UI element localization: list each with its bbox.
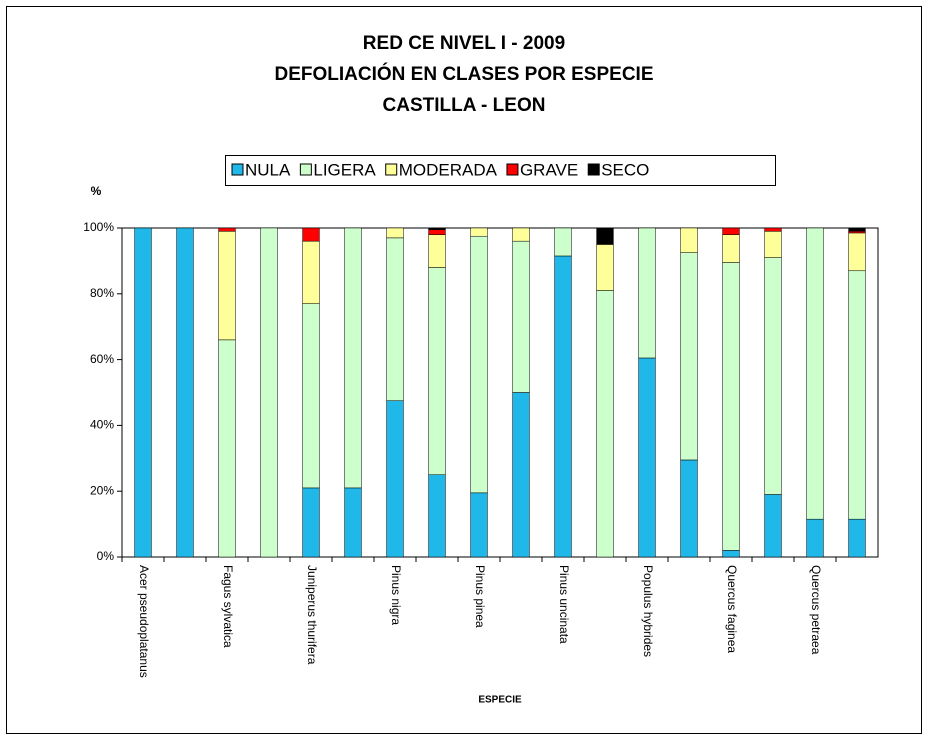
legend-swatch xyxy=(299,163,312,176)
bar-segment xyxy=(764,227,782,232)
legend-label: NULA xyxy=(245,160,291,179)
bar-segment xyxy=(848,518,866,558)
bar-segment xyxy=(722,234,740,263)
bar-segment xyxy=(764,494,782,558)
bar-segment xyxy=(596,244,614,291)
bar-segment xyxy=(386,227,404,239)
y-axis-title: % xyxy=(91,184,102,198)
legend-swatch xyxy=(231,163,244,176)
legend-label: GRAVE xyxy=(520,160,578,179)
bar-segment xyxy=(806,227,824,520)
bar-segment xyxy=(428,227,446,230)
chart-title: CASTILLA - LEON xyxy=(383,95,546,116)
bar-segment xyxy=(554,255,572,558)
y-tick-label: 40% xyxy=(90,418,114,432)
bar-segment xyxy=(386,237,404,401)
chart-title: DEFOLIACIÓN EN CLASES POR ESPECIE xyxy=(275,63,654,85)
legend-swatch xyxy=(587,163,600,176)
x-tick-label: Pinus pinea xyxy=(473,565,487,628)
bar-segment xyxy=(722,550,740,558)
x-tick-label: Fagus sylvatica xyxy=(221,565,235,648)
bar-segment xyxy=(722,262,740,551)
bar-segment xyxy=(806,518,824,558)
bar-segment xyxy=(218,231,236,341)
bar-segment xyxy=(764,231,782,258)
bar-segment xyxy=(428,267,446,476)
x-tick-label: Juniperus thurifera xyxy=(305,565,319,665)
x-tick-label: Pinus nigra xyxy=(389,565,403,625)
chart-title: RED CE NIVEL I - 2009 xyxy=(363,33,565,54)
x-tick-label: Populus hybrides xyxy=(641,565,655,657)
bar-segment xyxy=(344,487,362,558)
bar-segment xyxy=(218,227,236,232)
y-tick-label: 100% xyxy=(83,220,114,234)
plot-area xyxy=(121,227,879,558)
bar-segment xyxy=(554,227,572,257)
bar-segment xyxy=(260,227,278,558)
bar-segment xyxy=(638,227,656,359)
bar-segment xyxy=(764,257,782,495)
bar-segment xyxy=(680,459,698,558)
legend-label: LIGERA xyxy=(313,160,376,179)
bar-segment xyxy=(428,234,446,268)
x-tick-label: Quercus faginea xyxy=(725,565,739,653)
x-axis-title: ESPECIE xyxy=(478,695,522,706)
bar-segment xyxy=(848,232,866,272)
bar-segment xyxy=(302,227,320,242)
bar-segment xyxy=(848,227,866,232)
bar-segment xyxy=(512,392,530,558)
legend-label: SECO xyxy=(601,160,649,179)
legend-swatch xyxy=(506,163,519,176)
legend-box xyxy=(225,155,776,186)
legend-swatch xyxy=(385,163,398,176)
bar-segment xyxy=(386,400,404,558)
bar-segment xyxy=(470,235,488,494)
bar-segment xyxy=(680,252,698,461)
legend-label: MODERADA xyxy=(399,160,498,179)
bar-segment xyxy=(512,227,530,242)
x-tick-label: Acer pseudoplatanus xyxy=(137,565,151,678)
x-tick-label: Quercus petraea xyxy=(809,565,823,655)
bar-segment xyxy=(722,227,740,235)
y-tick-label: 0% xyxy=(97,549,115,563)
bar-segment xyxy=(680,227,698,253)
bar-segment xyxy=(428,474,446,558)
bar-segment xyxy=(596,290,614,558)
bar-segment xyxy=(218,339,236,558)
y-tick-label: 80% xyxy=(90,286,114,300)
x-tick-label: Pinus uncinata xyxy=(557,565,571,644)
bar-segment xyxy=(428,229,446,235)
bar-segment xyxy=(470,492,488,558)
bar-segment xyxy=(176,227,194,558)
bar-segment xyxy=(302,487,320,558)
y-tick-label: 20% xyxy=(90,483,114,497)
bar-segment xyxy=(302,240,320,304)
bar-segment xyxy=(344,227,362,489)
bar-segment xyxy=(134,227,152,558)
y-tick-label: 60% xyxy=(90,352,114,366)
bar-segment xyxy=(512,240,530,393)
bar-segment xyxy=(302,303,320,489)
bar-segment xyxy=(848,270,866,520)
bar-segment xyxy=(596,227,614,245)
bar-segment xyxy=(470,227,488,237)
bar-segment xyxy=(638,357,656,558)
